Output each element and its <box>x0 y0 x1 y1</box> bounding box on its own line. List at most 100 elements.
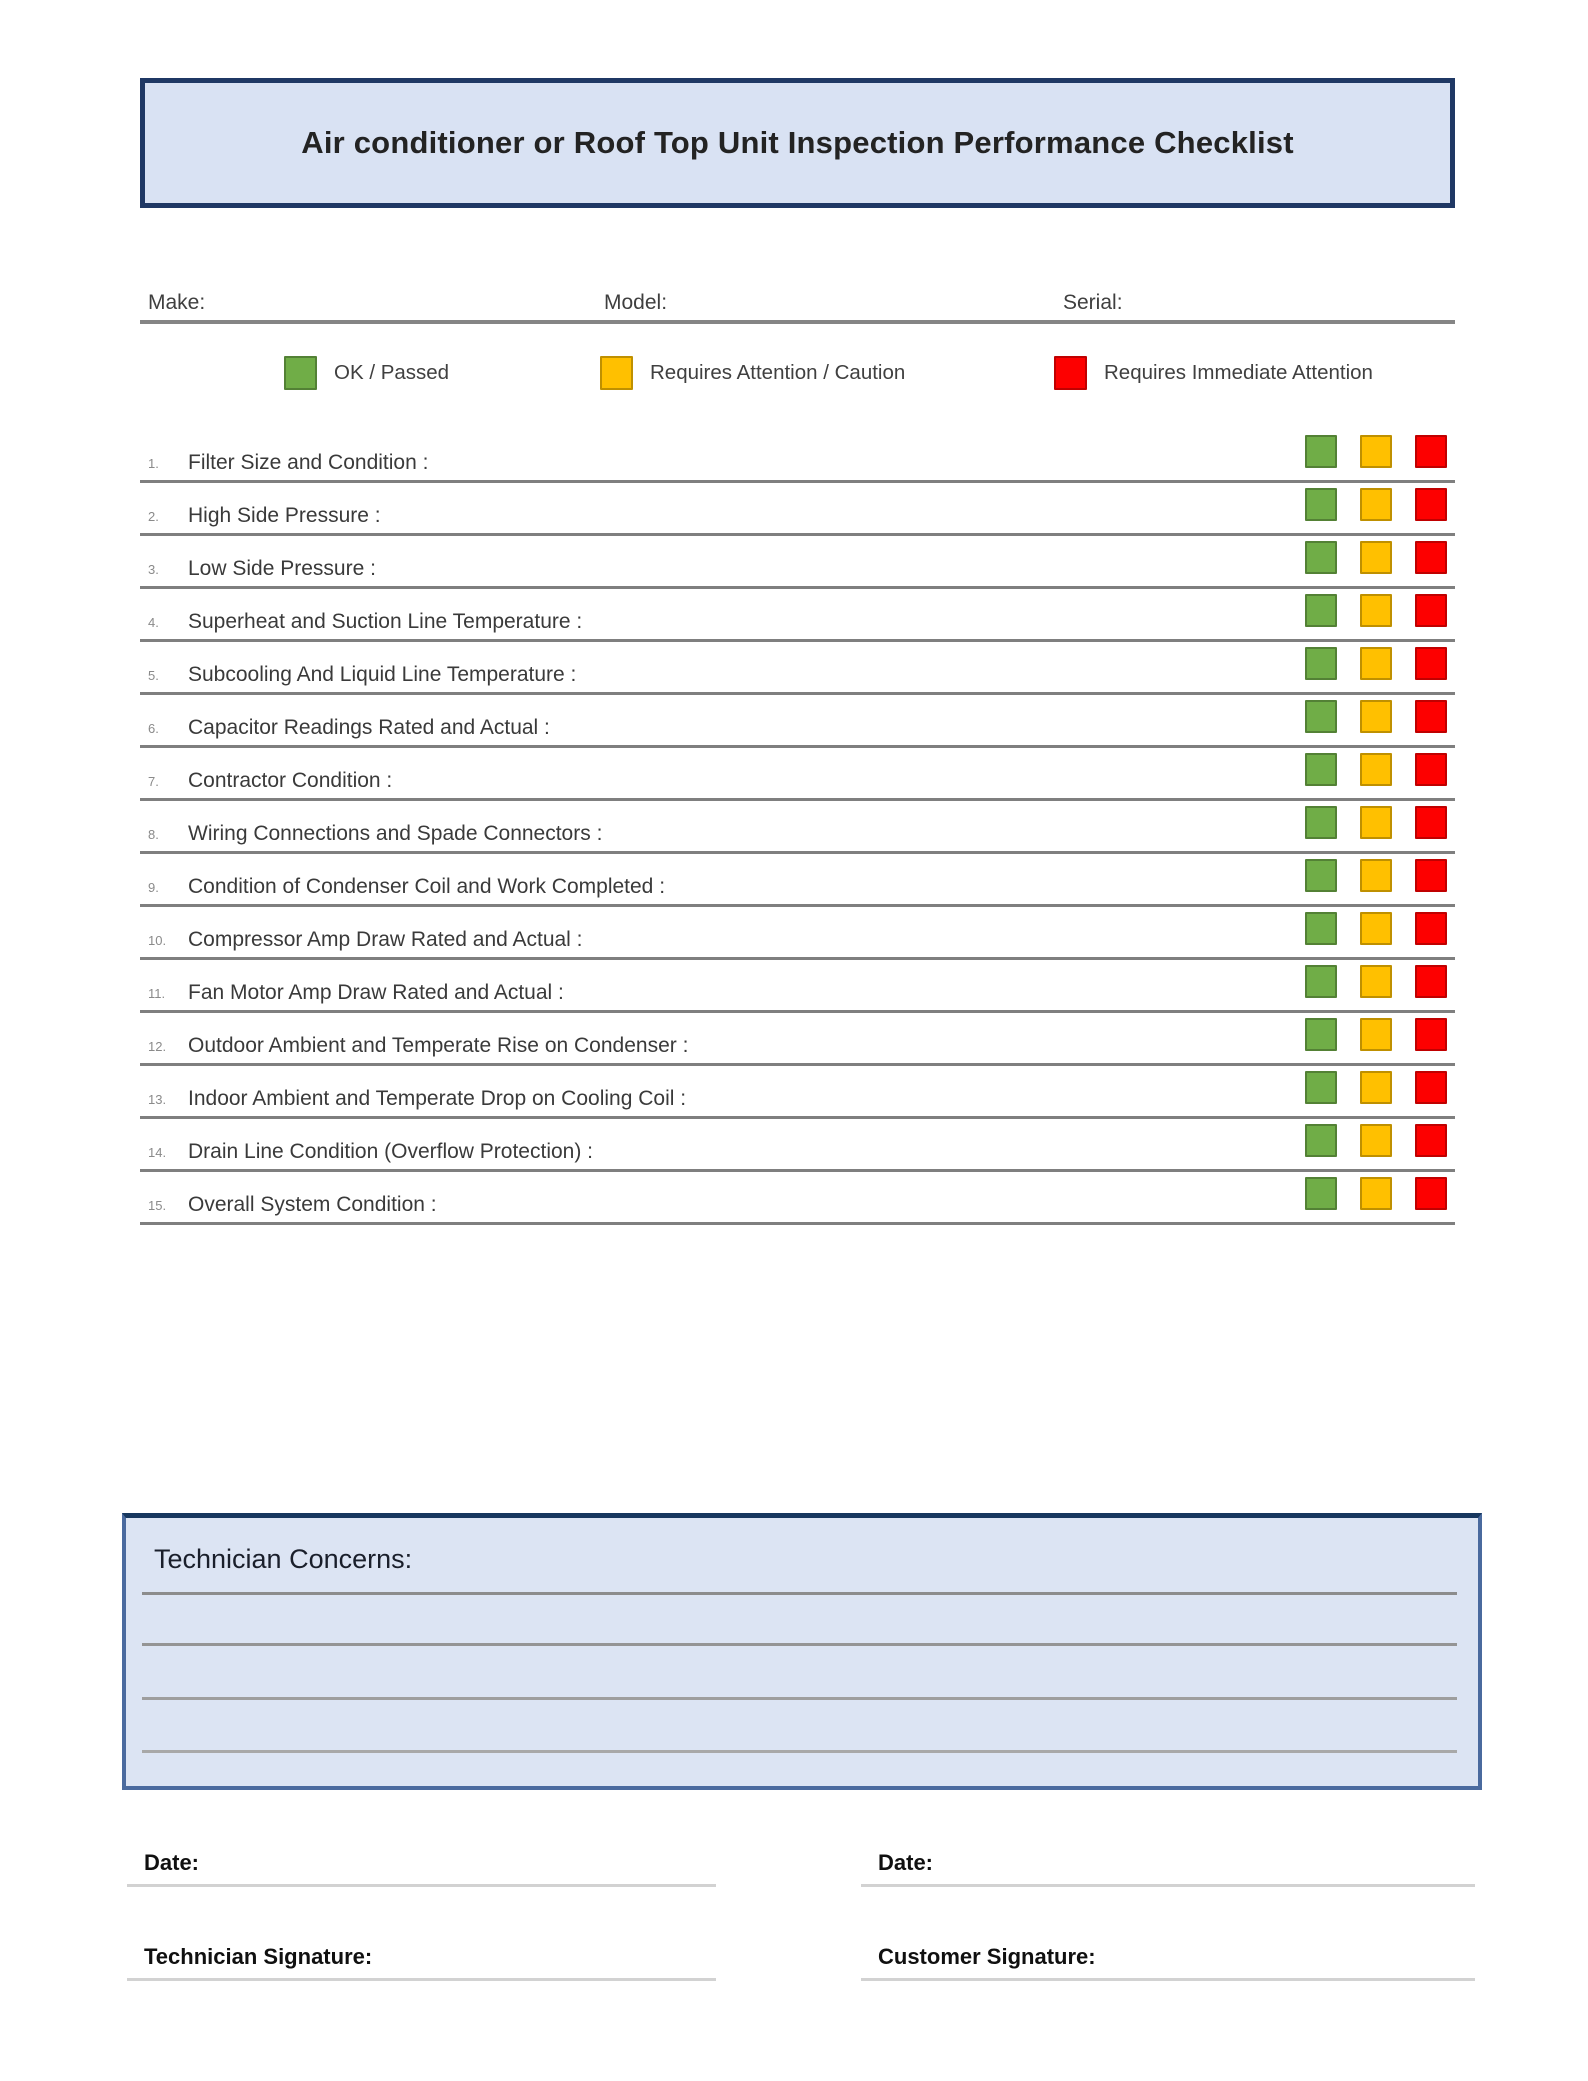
status-box-caution[interactable] <box>1360 753 1392 786</box>
status-box-immediate[interactable] <box>1415 541 1447 574</box>
concerns-writing-line[interactable] <box>142 1750 1457 1753</box>
legend-item-caution: Requires Attention / Caution <box>600 356 905 390</box>
status-box-caution[interactable] <box>1360 965 1392 998</box>
checklist-item-label: Fan Motor Amp Draw Rated and Actual : <box>188 981 564 1004</box>
status-box-caution[interactable] <box>1360 594 1392 627</box>
checklist-row: 9. Condition of Condenser Coil and Work … <box>140 854 1455 907</box>
status-box-ok[interactable] <box>1305 647 1337 680</box>
checklist-row: 3. Low Side Pressure : <box>140 536 1455 589</box>
checklist-item-number: 2. <box>148 509 159 524</box>
status-box-immediate[interactable] <box>1415 1177 1447 1210</box>
status-box-ok[interactable] <box>1305 700 1337 733</box>
make-label: Make: <box>148 291 206 314</box>
checklist-item-label: Indoor Ambient and Temperate Drop on Coo… <box>188 1087 687 1110</box>
technician-date-label: Date: <box>144 1850 200 1875</box>
status-box-immediate[interactable] <box>1415 700 1447 733</box>
status-box-caution[interactable] <box>1360 435 1392 468</box>
status-box-caution[interactable] <box>1360 1124 1392 1157</box>
checklist-item-label: Subcooling And Liquid Line Temperature : <box>188 663 577 686</box>
status-box-caution[interactable] <box>1360 488 1392 521</box>
checklist-row: 7. Contractor Condition : <box>140 748 1455 801</box>
checklist: 1. Filter Size and Condition : 2. High S… <box>140 430 1455 1225</box>
status-box-caution[interactable] <box>1360 806 1392 839</box>
status-box-ok[interactable] <box>1305 1071 1337 1104</box>
checklist-item-label: Contractor Condition : <box>188 769 393 792</box>
customer-signature-field[interactable]: Customer Signature: <box>861 1944 1475 1981</box>
technician-signature-field[interactable]: Technician Signature: <box>127 1944 716 1981</box>
status-box-caution[interactable] <box>1360 541 1392 574</box>
status-box-immediate[interactable] <box>1415 1124 1447 1157</box>
status-box-ok[interactable] <box>1305 1124 1337 1157</box>
checklist-item-number: 15. <box>148 1198 167 1213</box>
checklist-item-number: 6. <box>148 721 159 736</box>
checklist-item-label: Low Side Pressure : <box>188 557 376 580</box>
model-label: Model: <box>604 291 668 314</box>
checklist-item-number: 11. <box>148 986 166 1001</box>
status-box-ok[interactable] <box>1305 859 1337 892</box>
concerns-writing-line[interactable] <box>142 1643 1457 1646</box>
status-box-ok[interactable] <box>1305 541 1337 574</box>
checklist-item-label: Filter Size and Condition : <box>188 451 429 474</box>
legend-label-caution: Requires Attention / Caution <box>650 361 906 384</box>
checklist-row: 4. Superheat and Suction Line Temperatur… <box>140 589 1455 642</box>
technician-signature-label: Technician Signature: <box>144 1944 373 1969</box>
checklist-item-number: 8. <box>148 827 159 842</box>
checklist-row: 13. Indoor Ambient and Temperate Drop on… <box>140 1066 1455 1119</box>
model-input[interactable] <box>667 285 907 309</box>
serial-label: Serial: <box>1063 291 1123 314</box>
legend-label-immediate: Requires Immediate Attention <box>1104 361 1373 384</box>
status-box-immediate[interactable] <box>1415 912 1447 945</box>
status-box-ok[interactable] <box>1305 912 1337 945</box>
checklist-item-number: 12. <box>148 1039 167 1054</box>
serial-field: Serial: <box>1063 285 1363 315</box>
status-box-immediate[interactable] <box>1415 806 1447 839</box>
status-box-immediate[interactable] <box>1415 435 1447 468</box>
concerns-writing-line[interactable] <box>142 1592 1457 1595</box>
customer-date-label: Date: <box>878 1850 934 1875</box>
status-box-immediate[interactable] <box>1415 965 1447 998</box>
status-box-immediate[interactable] <box>1415 1018 1447 1051</box>
status-box-caution[interactable] <box>1360 647 1392 680</box>
status-box-immediate[interactable] <box>1415 753 1447 786</box>
status-box-ok[interactable] <box>1305 753 1337 786</box>
status-box-immediate[interactable] <box>1415 859 1447 892</box>
customer-date-field[interactable]: Date: <box>861 1850 1475 1887</box>
serial-input[interactable] <box>1123 285 1363 309</box>
make-input[interactable] <box>205 285 445 309</box>
checklist-row: 1. Filter Size and Condition : <box>140 430 1455 483</box>
page-title: Air conditioner or Roof Top Unit Inspect… <box>301 125 1294 160</box>
checklist-item-label: Drain Line Condition (Overflow Protectio… <box>188 1140 594 1163</box>
model-field: Model: <box>604 285 907 315</box>
status-box-caution[interactable] <box>1360 700 1392 733</box>
status-box-immediate[interactable] <box>1415 647 1447 680</box>
status-box-immediate[interactable] <box>1415 488 1447 521</box>
status-box-ok[interactable] <box>1305 1018 1337 1051</box>
status-box-caution[interactable] <box>1360 912 1392 945</box>
legend-item-immediate: Requires Immediate Attention <box>1054 356 1373 390</box>
status-box-immediate[interactable] <box>1415 594 1447 627</box>
checklist-item-number: 3. <box>148 562 159 577</box>
status-box-ok[interactable] <box>1305 806 1337 839</box>
status-box-caution[interactable] <box>1360 1018 1392 1051</box>
unit-info-row: Make: Model: Serial: <box>140 283 1455 324</box>
status-box-caution[interactable] <box>1360 859 1392 892</box>
status-box-ok[interactable] <box>1305 965 1337 998</box>
technician-date-field[interactable]: Date: <box>127 1850 716 1887</box>
checklist-row: 8. Wiring Connections and Spade Connecto… <box>140 801 1455 854</box>
technician-concerns-box: Technician Concerns: <box>122 1513 1482 1790</box>
status-box-ok[interactable] <box>1305 488 1337 521</box>
checklist-row: 6. Capacitor Readings Rated and Actual : <box>140 695 1455 748</box>
make-field: Make: <box>148 285 445 315</box>
checklist-item-label: Overall System Condition : <box>188 1193 437 1216</box>
checklist-item-number: 7. <box>148 774 159 789</box>
checklist-item-label: Outdoor Ambient and Temperate Rise on Co… <box>188 1034 689 1057</box>
status-box-caution[interactable] <box>1360 1177 1392 1210</box>
legend-swatch-caution <box>600 356 633 390</box>
status-box-caution[interactable] <box>1360 1071 1392 1104</box>
status-box-ok[interactable] <box>1305 594 1337 627</box>
status-box-ok[interactable] <box>1305 435 1337 468</box>
checklist-item-label: Capacitor Readings Rated and Actual : <box>188 716 550 739</box>
concerns-writing-line[interactable] <box>142 1697 1457 1700</box>
status-box-immediate[interactable] <box>1415 1071 1447 1104</box>
status-box-ok[interactable] <box>1305 1177 1337 1210</box>
